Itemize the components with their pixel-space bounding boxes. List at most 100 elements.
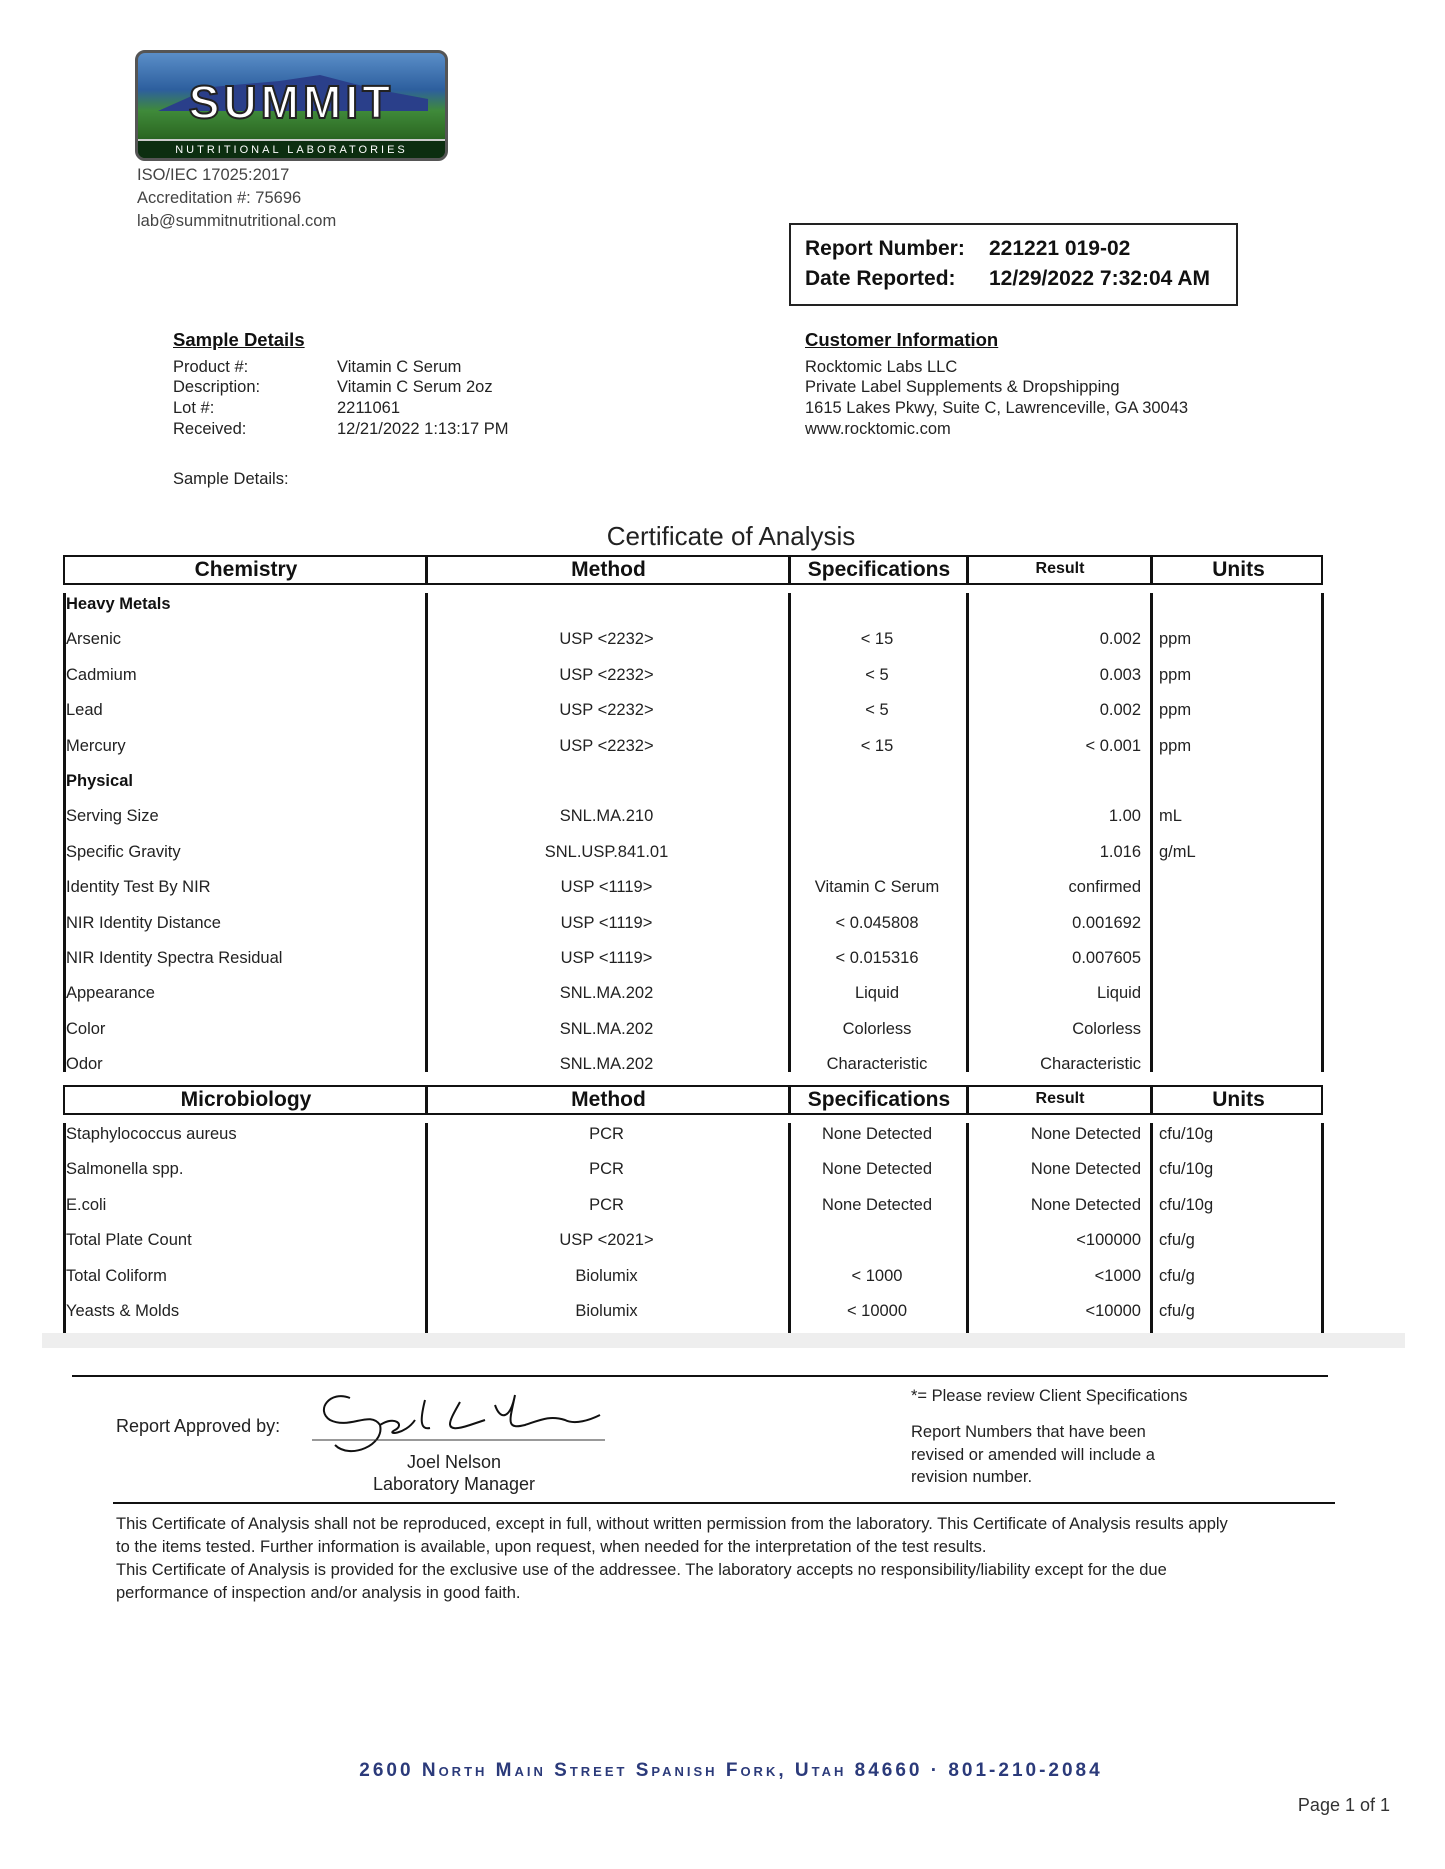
test-units: ppm <box>1159 736 1192 755</box>
test-method: SNL.MA.210 <box>559 807 654 826</box>
test-result: 0.002 <box>1099 701 1141 720</box>
test-result: Colorless <box>1072 1019 1141 1038</box>
column-divider <box>966 1087 969 1113</box>
test-name: Arsenic <box>66 630 122 649</box>
test-result: 0.001692 <box>1072 913 1141 932</box>
approver-role: Laboratory Manager <box>372 1474 536 1494</box>
column-divider <box>966 593 969 1072</box>
test-name: NIR Identity Spectra Residual <box>66 949 283 967</box>
document-title: Certificate of Analysis <box>606 521 856 551</box>
divider <box>72 1375 1328 1377</box>
table-row: Lead USP <2232> < 5 0.002 ppm <box>0 701 1445 723</box>
test-result: 0.003 <box>1099 665 1141 684</box>
table-row: Staphylococcus aureus PCR None Detected Non… <box>0 1125 1445 1147</box>
sample-field-value: 12/21/2022 1:13:17 PM <box>337 420 509 438</box>
column-header: Units <box>1212 558 1265 581</box>
customer-info-heading: Customer Information <box>805 329 999 350</box>
column-divider <box>63 593 66 1072</box>
revision-note-line: revised or amended will include a <box>911 1446 1155 1464</box>
test-specification: Liquid <box>854 984 900 1003</box>
test-result: 0.007605 <box>1072 949 1141 967</box>
test-result: 1.016 <box>1099 842 1141 861</box>
test-result: Liquid <box>1096 984 1141 1003</box>
chemistry-table-header: Chemistry Method Specifications Result Units <box>63 555 1323 585</box>
test-name: Yeasts & Molds <box>66 1302 180 1320</box>
column-divider <box>425 593 428 1072</box>
divider <box>113 1502 1335 1504</box>
test-method: USP <2232> <box>559 701 654 720</box>
column-divider <box>1150 1087 1153 1113</box>
column-header: Chemistry <box>194 558 298 581</box>
customer-line: Private Label Supplements & Dropshipping <box>805 378 1120 396</box>
test-method: USP <2232> <box>559 736 654 755</box>
column-divider <box>788 557 791 583</box>
column-divider <box>788 593 791 1072</box>
test-specification: Colorless <box>842 1019 912 1038</box>
test-method: Biolumix <box>575 1266 638 1285</box>
logo-word: SUMMIT <box>188 75 395 129</box>
table-row: NIR Identity Spectra Residual USP <1119> <… <box>0 949 1445 971</box>
column-header: Units <box>1212 1088 1265 1111</box>
client-spec-note: *= Please review Client Specifications <box>911 1387 1188 1405</box>
table-row: Color SNL.MA.202 Colorless Colorless <box>0 1020 1445 1042</box>
test-name: Cadmium <box>66 665 137 684</box>
table-row: Salmonella spp. PCR None Detected None Dete… <box>0 1160 1445 1182</box>
test-units: cfu/10g <box>1159 1160 1214 1179</box>
date-reported: 12/29/2022 7:32:04 AM <box>989 267 1211 290</box>
test-specification: None Detected <box>821 1160 933 1179</box>
column-divider <box>425 1123 428 1333</box>
test-method: SNL.MA.202 <box>559 1019 654 1038</box>
test-method: USP <1119> <box>560 949 653 967</box>
test-name: Total Coliform <box>66 1266 167 1285</box>
test-specification: < 1000 <box>851 1266 903 1285</box>
test-name: Salmonella spp. <box>66 1160 184 1179</box>
logo-subtext: NUTRITIONAL LABORATORIES <box>138 139 445 158</box>
test-specification: < 10000 <box>846 1302 908 1320</box>
group-label: Heavy Metals <box>66 595 171 613</box>
column-divider <box>425 1087 428 1113</box>
table-row: Yeasts & Molds Biolumix < 10000 <10000 cfu/g <box>0 1302 1445 1324</box>
page-number: Page 1 of 1 <box>1297 1795 1390 1815</box>
test-method: SNL.MA.202 <box>559 984 654 1003</box>
test-specification: < 5 <box>865 665 889 684</box>
lab-logo: SUMMIT NUTRITIONAL LABORATORIES <box>135 50 448 161</box>
test-specification: < 15 <box>860 736 894 755</box>
column-divider <box>966 557 969 583</box>
test-units: cfu/10g <box>1159 1195 1214 1214</box>
test-result: None Detected <box>1030 1195 1141 1214</box>
column-divider <box>1321 1123 1324 1333</box>
approver-name: Joel Nelson <box>406 1452 502 1472</box>
customer-line: www.rocktomic.com <box>805 420 951 438</box>
test-result: 1.00 <box>1108 807 1141 826</box>
column-divider <box>788 1123 791 1333</box>
test-name: Appearance <box>66 984 155 1003</box>
disclaimer-line: This Certificate of Analysis is provided… <box>116 1561 1167 1579</box>
test-units: cfu/g <box>1159 1231 1195 1250</box>
test-method: PCR <box>589 1160 624 1179</box>
column-header: Specifications <box>807 1088 951 1111</box>
test-result: confirmed <box>1068 878 1141 897</box>
column-header: Specifications <box>807 558 951 581</box>
lab-address: 2600 North Main Street Spanish Fork, Uta… <box>359 1760 1103 1781</box>
disclaimer-line: to the items tested. Further information… <box>116 1538 987 1556</box>
disclaimer-line: performance of inspection and/or analysi… <box>116 1584 521 1602</box>
table-row: Specific Gravity SNL.USP.841.01 1.016 g/mL <box>0 843 1445 865</box>
column-header: Result <box>1035 1090 1085 1107</box>
test-units: g/mL <box>1159 842 1196 861</box>
revision-note-line: Report Numbers that have been <box>911 1423 1146 1441</box>
test-name: Specific Gravity <box>66 842 181 861</box>
accreditation: Accreditation #: 75696 <box>137 189 302 207</box>
test-name: E.coli <box>66 1195 107 1214</box>
test-name: Staphylococcus aureus <box>66 1125 237 1143</box>
column-header: Method <box>571 1088 646 1111</box>
test-method: USP <2021> <box>559 1231 654 1250</box>
sample-details-heading: Sample Details <box>173 329 305 350</box>
table-row: Total Coliform Biolumix < 1000 <1000 cfu/g <box>0 1267 1445 1289</box>
disclaimer-line: This Certificate of Analysis shall not b… <box>116 1515 1228 1533</box>
test-method: SNL.MA.202 <box>559 1055 654 1074</box>
test-method: USP <1119> <box>560 913 653 932</box>
test-units: ppm <box>1159 630 1192 649</box>
table-row: Serving Size SNL.MA.210 1.00 mL <box>0 807 1445 829</box>
approved-by-label: Report Approved by: <box>116 1416 281 1436</box>
test-name: Identity Test By NIR <box>66 878 211 897</box>
